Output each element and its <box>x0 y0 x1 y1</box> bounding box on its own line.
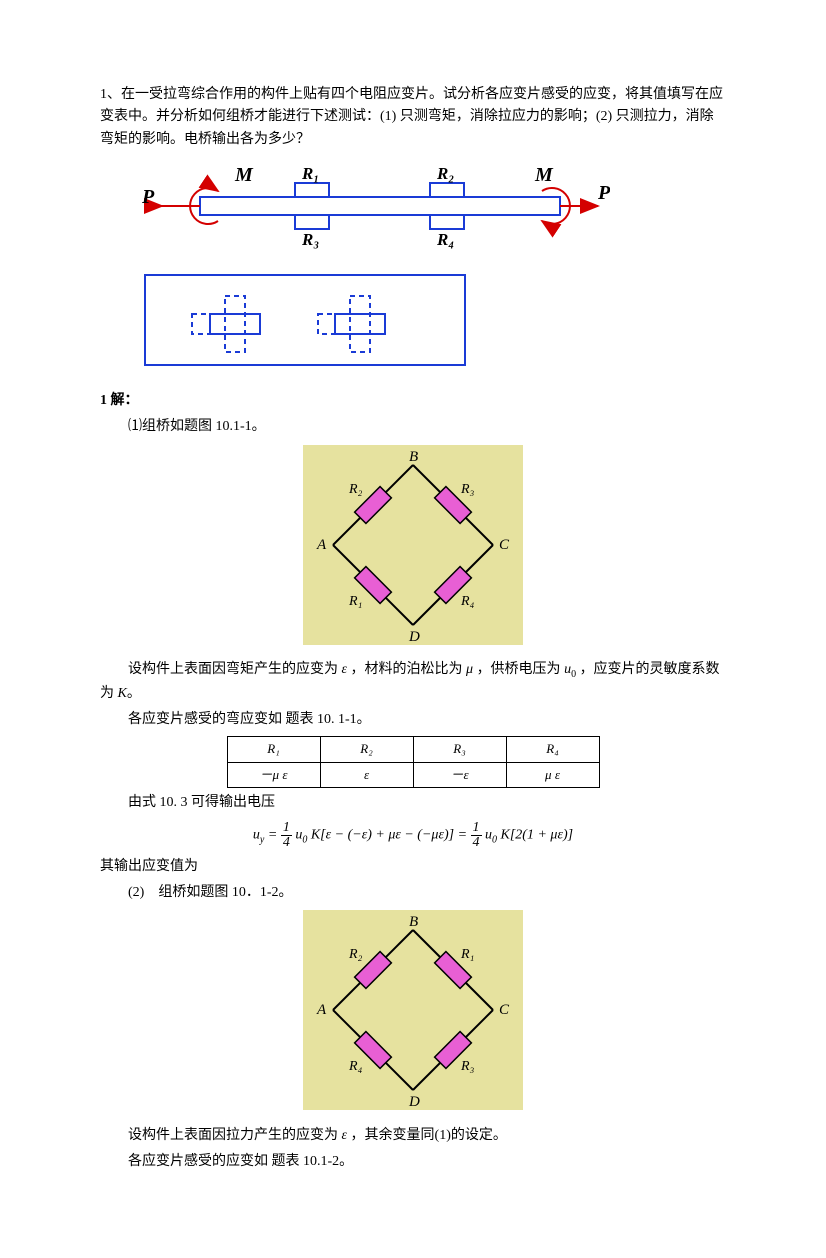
th-r3: R₃ <box>413 736 506 762</box>
b2-B: B <box>409 914 418 930</box>
label-r3: R₃ <box>301 230 319 249</box>
out-label: 其输出应变值为 <box>100 856 726 878</box>
gauge-r1 <box>295 183 329 197</box>
gauge-r3 <box>295 215 329 229</box>
td-v2: ε <box>320 762 413 788</box>
b1-lab-ab: R₂ <box>348 482 363 497</box>
beam-diagram: M M P P R₁ R₂ R₃ R₄ <box>140 163 726 261</box>
formula-1: uy = 14 u0 K[ε − (−ε) + με − (−με)] = 14… <box>100 821 726 850</box>
td-v1: －μ ε <box>227 762 320 788</box>
table-row: －μ ε ε －ε μ ε <box>227 762 599 788</box>
problem-body: 、在一受拉弯综合作用的构件上贴有四个电阻应变片。试分析各应变片感受的应变，将其值… <box>100 87 723 147</box>
b1-B: B <box>409 449 418 465</box>
b2-A: A <box>316 1002 327 1018</box>
b1-A: A <box>316 537 327 553</box>
label-m-left: M <box>234 164 254 186</box>
b1-lab-ad: R₁ <box>348 594 362 609</box>
th-r2: R₂ <box>320 736 413 762</box>
part2-table-intro: 各应变片感受的应变如 题表 10.1-2。 <box>100 1151 726 1173</box>
label-r1: R₁ <box>301 164 319 183</box>
eq-intro: 由式 10. 3 可得输出电压 <box>100 792 726 814</box>
gauge-r4 <box>430 215 464 229</box>
problem-number: 1 <box>100 87 107 102</box>
bridge1-wrap: B A C D R₂ R₃ R₁ R₄ <box>100 445 726 653</box>
label-p-left: P <box>141 186 155 208</box>
part1-desc: 设构件上表面因弯矩产生的应变为 ε ，材料的泊松比为 μ ，供桥电压为 u0 ，… <box>100 659 726 705</box>
cross-section-diagram <box>140 270 726 378</box>
td-v3: －ε <box>413 762 506 788</box>
cross-svg <box>140 270 470 370</box>
b2-D: D <box>408 1094 420 1110</box>
bridge1-svg: B A C D R₂ R₃ R₁ R₄ <box>303 445 523 645</box>
part1-table-intro: 各应变片感受的弯应变如 题表 10. 1-1。 <box>100 709 726 731</box>
b2-lab-ad: R₄ <box>348 1059 363 1074</box>
b1-lab-dc: R₄ <box>460 594 475 609</box>
b2-lab-bc: R₁ <box>460 947 474 962</box>
table-row: R₁ R₂ R₃ R₄ <box>227 736 599 762</box>
b1-D: D <box>408 629 420 645</box>
th-r4: R₄ <box>506 736 599 762</box>
beam-svg: M M P P R₁ R₂ R₃ R₄ <box>140 163 610 253</box>
b1-C: C <box>499 537 510 553</box>
cross-right <box>318 296 385 352</box>
gauge-r2 <box>430 183 464 197</box>
bridge2-svg: B A C D R₂ R₁ R₄ R₃ <box>303 910 523 1110</box>
solution-header: 1 解： <box>100 390 726 412</box>
label-m-right: M <box>534 164 554 186</box>
part2-line1: (2) 组桥如题图 10．1-2。 <box>100 882 726 904</box>
label-r2: R₂ <box>436 164 454 183</box>
label-p-right: P <box>597 182 610 204</box>
label-r4: R₄ <box>436 230 454 249</box>
bridge2-wrap: B A C D R₂ R₁ R₄ R₃ <box>100 910 726 1118</box>
b2-lab-ab: R₂ <box>348 947 363 962</box>
cross-left <box>192 296 260 352</box>
strain-table-1: R₁ R₂ R₃ R₄ －μ ε ε －ε μ ε <box>227 736 600 789</box>
part2-desc: 设构件上表面因拉力产生的应变为 ε ，其余变量同(1)的设定。 <box>100 1125 726 1147</box>
beam-rect <box>200 197 560 215</box>
cross-outline <box>145 275 465 365</box>
problem-text: 1、在一受拉弯综合作用的构件上贴有四个电阻应变片。试分析各应变片感受的应变，将其… <box>100 84 726 151</box>
b1-lab-bc: R₃ <box>460 482 475 497</box>
b2-lab-dc: R₃ <box>460 1059 475 1074</box>
td-v4: μ ε <box>506 762 599 788</box>
th-r1: R₁ <box>227 736 320 762</box>
part1-line1: ⑴组桥如题图 10.1-1。 <box>100 416 726 438</box>
b2-C: C <box>499 1002 510 1018</box>
